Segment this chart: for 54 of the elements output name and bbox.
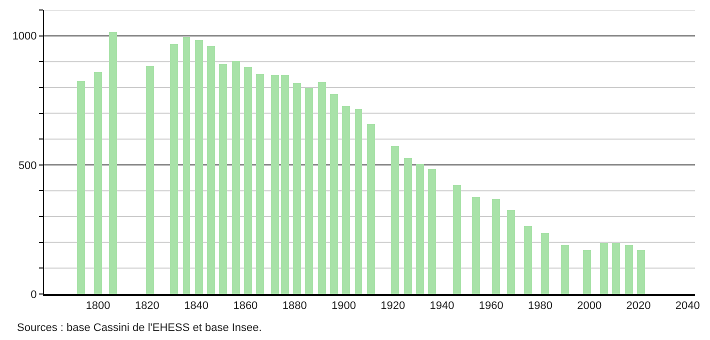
x-tick-label: 2020 <box>626 300 651 312</box>
bar <box>541 233 549 294</box>
bar <box>507 210 515 294</box>
x-tick-label: 1820 <box>134 300 160 312</box>
bar <box>472 197 480 294</box>
bar <box>207 46 215 294</box>
y-tick-label: 500 <box>18 160 37 172</box>
bar <box>625 245 633 294</box>
bar <box>170 44 178 294</box>
bar <box>305 88 313 294</box>
bar <box>492 199 500 294</box>
x-tick-label: 1860 <box>233 300 258 312</box>
bar <box>271 75 279 294</box>
x-tick-label: 1960 <box>478 300 504 312</box>
x-tick-label: 1940 <box>430 300 454 312</box>
bar <box>183 37 190 294</box>
bar <box>77 81 85 294</box>
bar <box>367 124 375 294</box>
bar <box>256 74 264 294</box>
x-tick-label: 2040 <box>675 300 700 312</box>
bar <box>428 169 436 294</box>
bar <box>416 164 424 294</box>
bar <box>281 75 289 294</box>
bar <box>355 109 362 294</box>
x-tick-label: 2000 <box>577 300 602 312</box>
source-note: Sources : base Cassini de l'EHESS et base Insee. <box>17 322 262 334</box>
bar <box>146 66 154 294</box>
bar <box>109 32 117 294</box>
x-tick-label: 1920 <box>380 300 406 312</box>
bar <box>612 243 620 294</box>
bar <box>600 243 608 294</box>
x-tick-label: 1900 <box>331 300 356 312</box>
y-tick-label: 1000 <box>12 30 37 43</box>
bar <box>219 64 227 294</box>
bar <box>330 94 338 294</box>
bar <box>318 82 326 294</box>
bar <box>293 83 301 294</box>
bar <box>637 250 645 294</box>
x-tick-label: 1800 <box>86 300 110 312</box>
bar <box>195 40 203 294</box>
bar <box>244 67 252 294</box>
bar <box>453 185 461 294</box>
x-tick-label: 1840 <box>184 300 209 312</box>
bar <box>391 146 399 294</box>
x-tick-label: 1880 <box>282 300 307 312</box>
x-tick-label: 1980 <box>528 300 552 312</box>
bar <box>583 250 591 294</box>
bar <box>94 72 102 294</box>
bar <box>524 226 532 294</box>
bar <box>404 158 412 294</box>
bar <box>561 245 569 294</box>
y-tick-label: 0 <box>30 288 37 301</box>
bar <box>342 106 350 294</box>
bar <box>232 61 240 294</box>
